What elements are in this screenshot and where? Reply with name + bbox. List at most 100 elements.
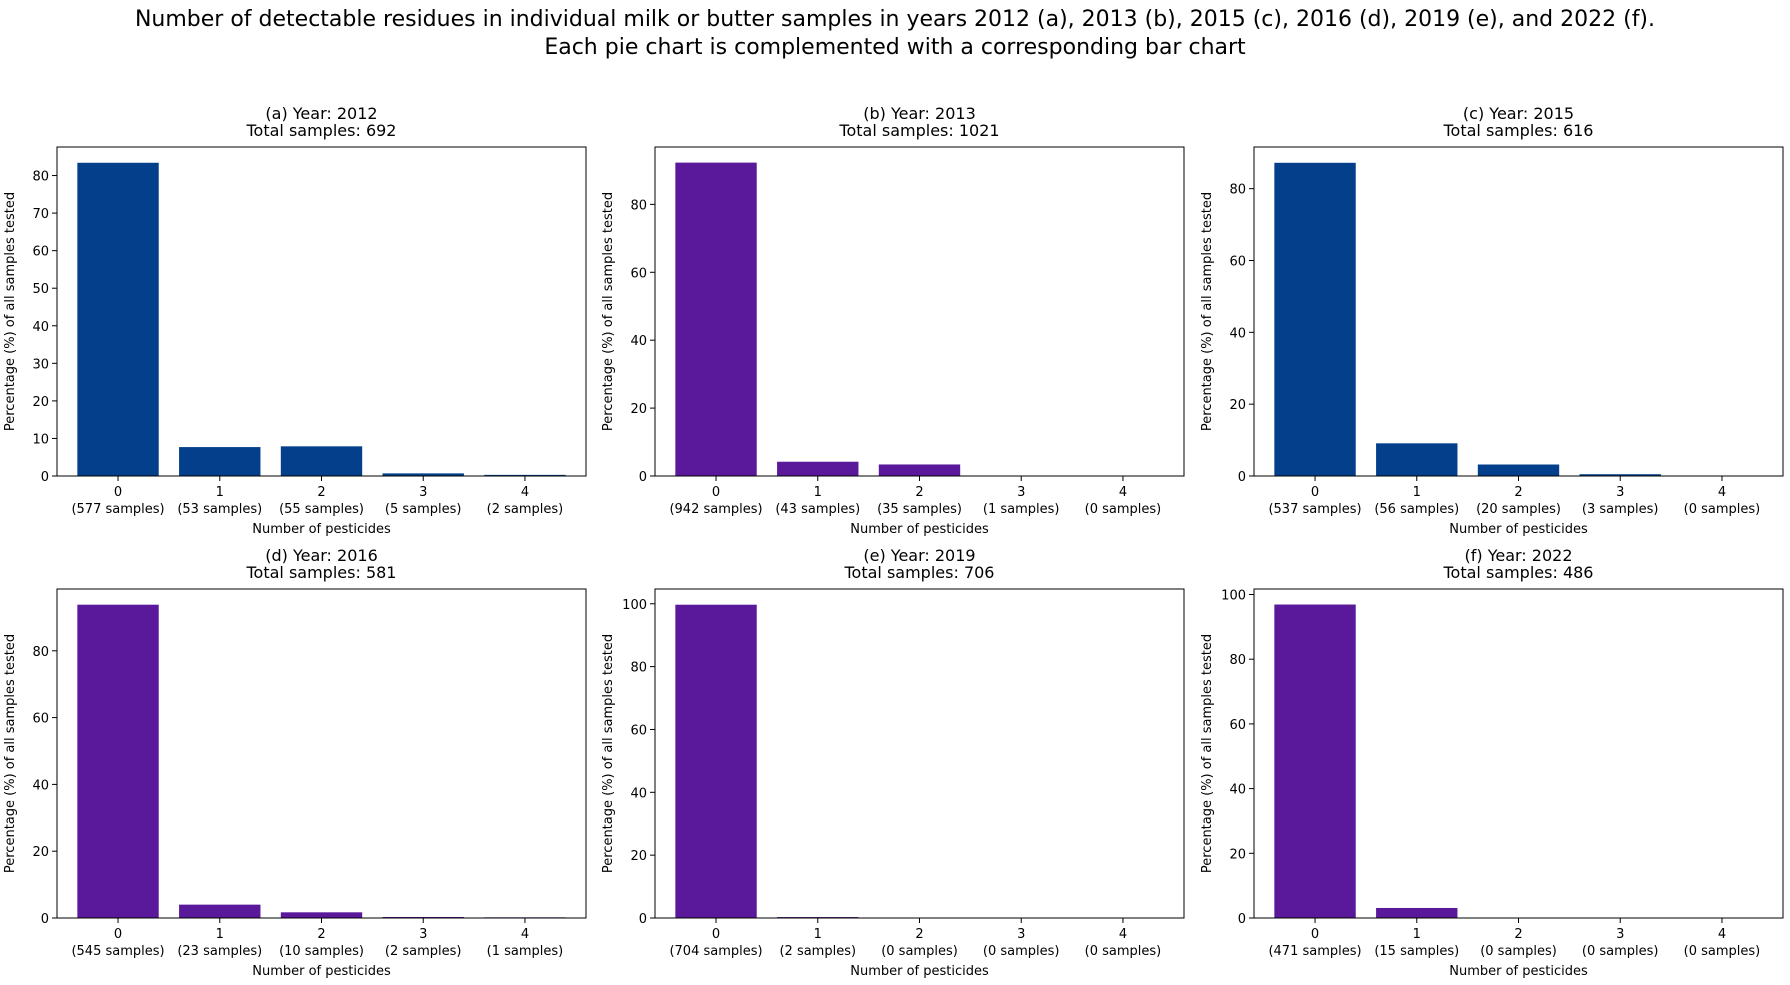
x-tick-sample-label: (577 samples) (71, 502, 164, 517)
bar (675, 604, 757, 918)
y-tick-label: 0 (1238, 470, 1246, 485)
x-tick-sample-label: (2 samples) (779, 944, 856, 959)
y-tick-label: 80 (630, 661, 647, 676)
x-tick-sample-label: (10 samples) (279, 944, 364, 959)
x-tick-sample-label: (56 samples) (1374, 502, 1459, 517)
x-tick-label: 2 (317, 927, 325, 942)
x-tick-sample-label: (0 samples) (1480, 944, 1557, 959)
x-tick-sample-label: (15 samples) (1374, 944, 1459, 959)
y-axis-label: Percentage (%) of all samples tested (1200, 192, 1215, 431)
x-tick-sample-label: (704 samples) (669, 944, 762, 959)
figure-title-line-2: Each pie chart is complemented with a co… (544, 35, 1246, 60)
y-tick-label: 60 (630, 723, 647, 738)
x-tick-label: 4 (1119, 485, 1127, 500)
x-tick-label: 3 (419, 485, 427, 500)
chart-title: (d) Year: 2016 (265, 546, 378, 565)
y-tick-label: 40 (32, 778, 49, 793)
y-axis-label: Percentage (%) of all samples tested (1200, 634, 1215, 873)
x-tick-label: 2 (317, 485, 325, 500)
chart-title: (e) Year: 2019 (863, 546, 975, 565)
y-tick-label: 60 (1229, 718, 1246, 733)
chart-title: (a) Year: 2012 (265, 104, 377, 123)
y-axis-label: Percentage (%) of all samples tested (3, 634, 18, 873)
x-tick-sample-label: (0 samples) (1582, 944, 1659, 959)
y-tick-label: 20 (32, 395, 49, 410)
x-tick-sample-label: (23 samples) (177, 944, 262, 959)
x-tick-sample-label: (0 samples) (1684, 502, 1761, 517)
x-tick-label: 4 (1718, 927, 1726, 942)
x-tick-label: 1 (1413, 485, 1421, 500)
y-tick-label: 80 (1229, 183, 1246, 198)
chart-title: (b) Year: 2013 (863, 104, 976, 123)
bar (77, 162, 159, 476)
x-axis-label: Number of pesticides (1449, 964, 1588, 979)
x-tick-sample-label: (0 samples) (1085, 502, 1162, 517)
x-tick-sample-label: (0 samples) (1684, 944, 1761, 959)
x-tick-sample-label: (942 samples) (669, 502, 762, 517)
y-tick-label: 40 (1229, 783, 1246, 798)
y-tick-label: 0 (639, 912, 647, 927)
bar (1579, 474, 1661, 476)
bar (382, 473, 464, 476)
x-tick-sample-label: (2 samples) (385, 944, 462, 959)
y-tick-label: 60 (32, 712, 49, 727)
x-tick-sample-label: (1 samples) (983, 502, 1060, 517)
bar (77, 604, 159, 918)
x-tick-label: 0 (1311, 927, 1319, 942)
x-tick-sample-label: (545 samples) (71, 944, 164, 959)
y-tick-label: 20 (630, 402, 647, 417)
x-tick-sample-label: (471 samples) (1268, 944, 1361, 959)
y-tick-label: 80 (1229, 653, 1246, 668)
y-tick-label: 40 (630, 786, 647, 801)
x-tick-sample-label: (2 samples) (487, 502, 564, 517)
x-tick-label: 1 (814, 485, 822, 500)
x-tick-label: 0 (1311, 485, 1319, 500)
x-tick-label: 1 (1413, 927, 1421, 942)
y-tick-label: 20 (630, 849, 647, 864)
y-tick-label: 100 (622, 598, 647, 613)
chart-subtitle: Total samples: 1021 (838, 121, 999, 140)
x-axis-label: Number of pesticides (850, 964, 989, 979)
bar (675, 162, 757, 476)
y-tick-label: 20 (1229, 398, 1246, 413)
y-tick-label: 0 (1238, 912, 1246, 927)
y-tick-label: 40 (630, 334, 647, 349)
x-tick-sample-label: (1 samples) (487, 944, 564, 959)
x-axis-label: Number of pesticides (252, 964, 391, 979)
y-tick-label: 80 (630, 198, 647, 213)
x-tick-label: 2 (1514, 927, 1522, 942)
y-tick-label: 40 (32, 320, 49, 335)
bar (1477, 464, 1560, 476)
x-tick-label: 1 (216, 927, 224, 942)
chart-subtitle: Total samples: 486 (1443, 563, 1594, 582)
chart-title: (f) Year: 2022 (1465, 546, 1573, 565)
x-tick-label: 4 (521, 927, 529, 942)
y-tick-label: 100 (1221, 588, 1246, 603)
x-tick-label: 0 (712, 485, 720, 500)
x-tick-label: 3 (1017, 485, 1025, 500)
x-tick-sample-label: (5 samples) (385, 502, 462, 517)
bar (878, 464, 961, 476)
y-tick-label: 0 (639, 470, 647, 485)
figure-title-line-1: Number of detectable residues in individ… (134, 7, 1656, 32)
x-tick-sample-label: (537 samples) (1268, 502, 1361, 517)
x-tick-sample-label: (3 samples) (1582, 502, 1659, 517)
y-tick-label: 60 (630, 266, 647, 281)
y-tick-label: 60 (32, 245, 49, 260)
x-tick-label: 3 (1017, 927, 1025, 942)
y-tick-label: 70 (32, 207, 49, 222)
bar (179, 447, 261, 476)
bar (777, 461, 859, 476)
figure-title: Number of detectable residues in individ… (0, 6, 1790, 62)
x-tick-label: 0 (712, 927, 720, 942)
x-tick-label: 3 (1616, 485, 1624, 500)
y-tick-label: 0 (41, 470, 49, 485)
y-tick-label: 20 (32, 845, 49, 860)
x-tick-sample-label: (53 samples) (177, 502, 262, 517)
